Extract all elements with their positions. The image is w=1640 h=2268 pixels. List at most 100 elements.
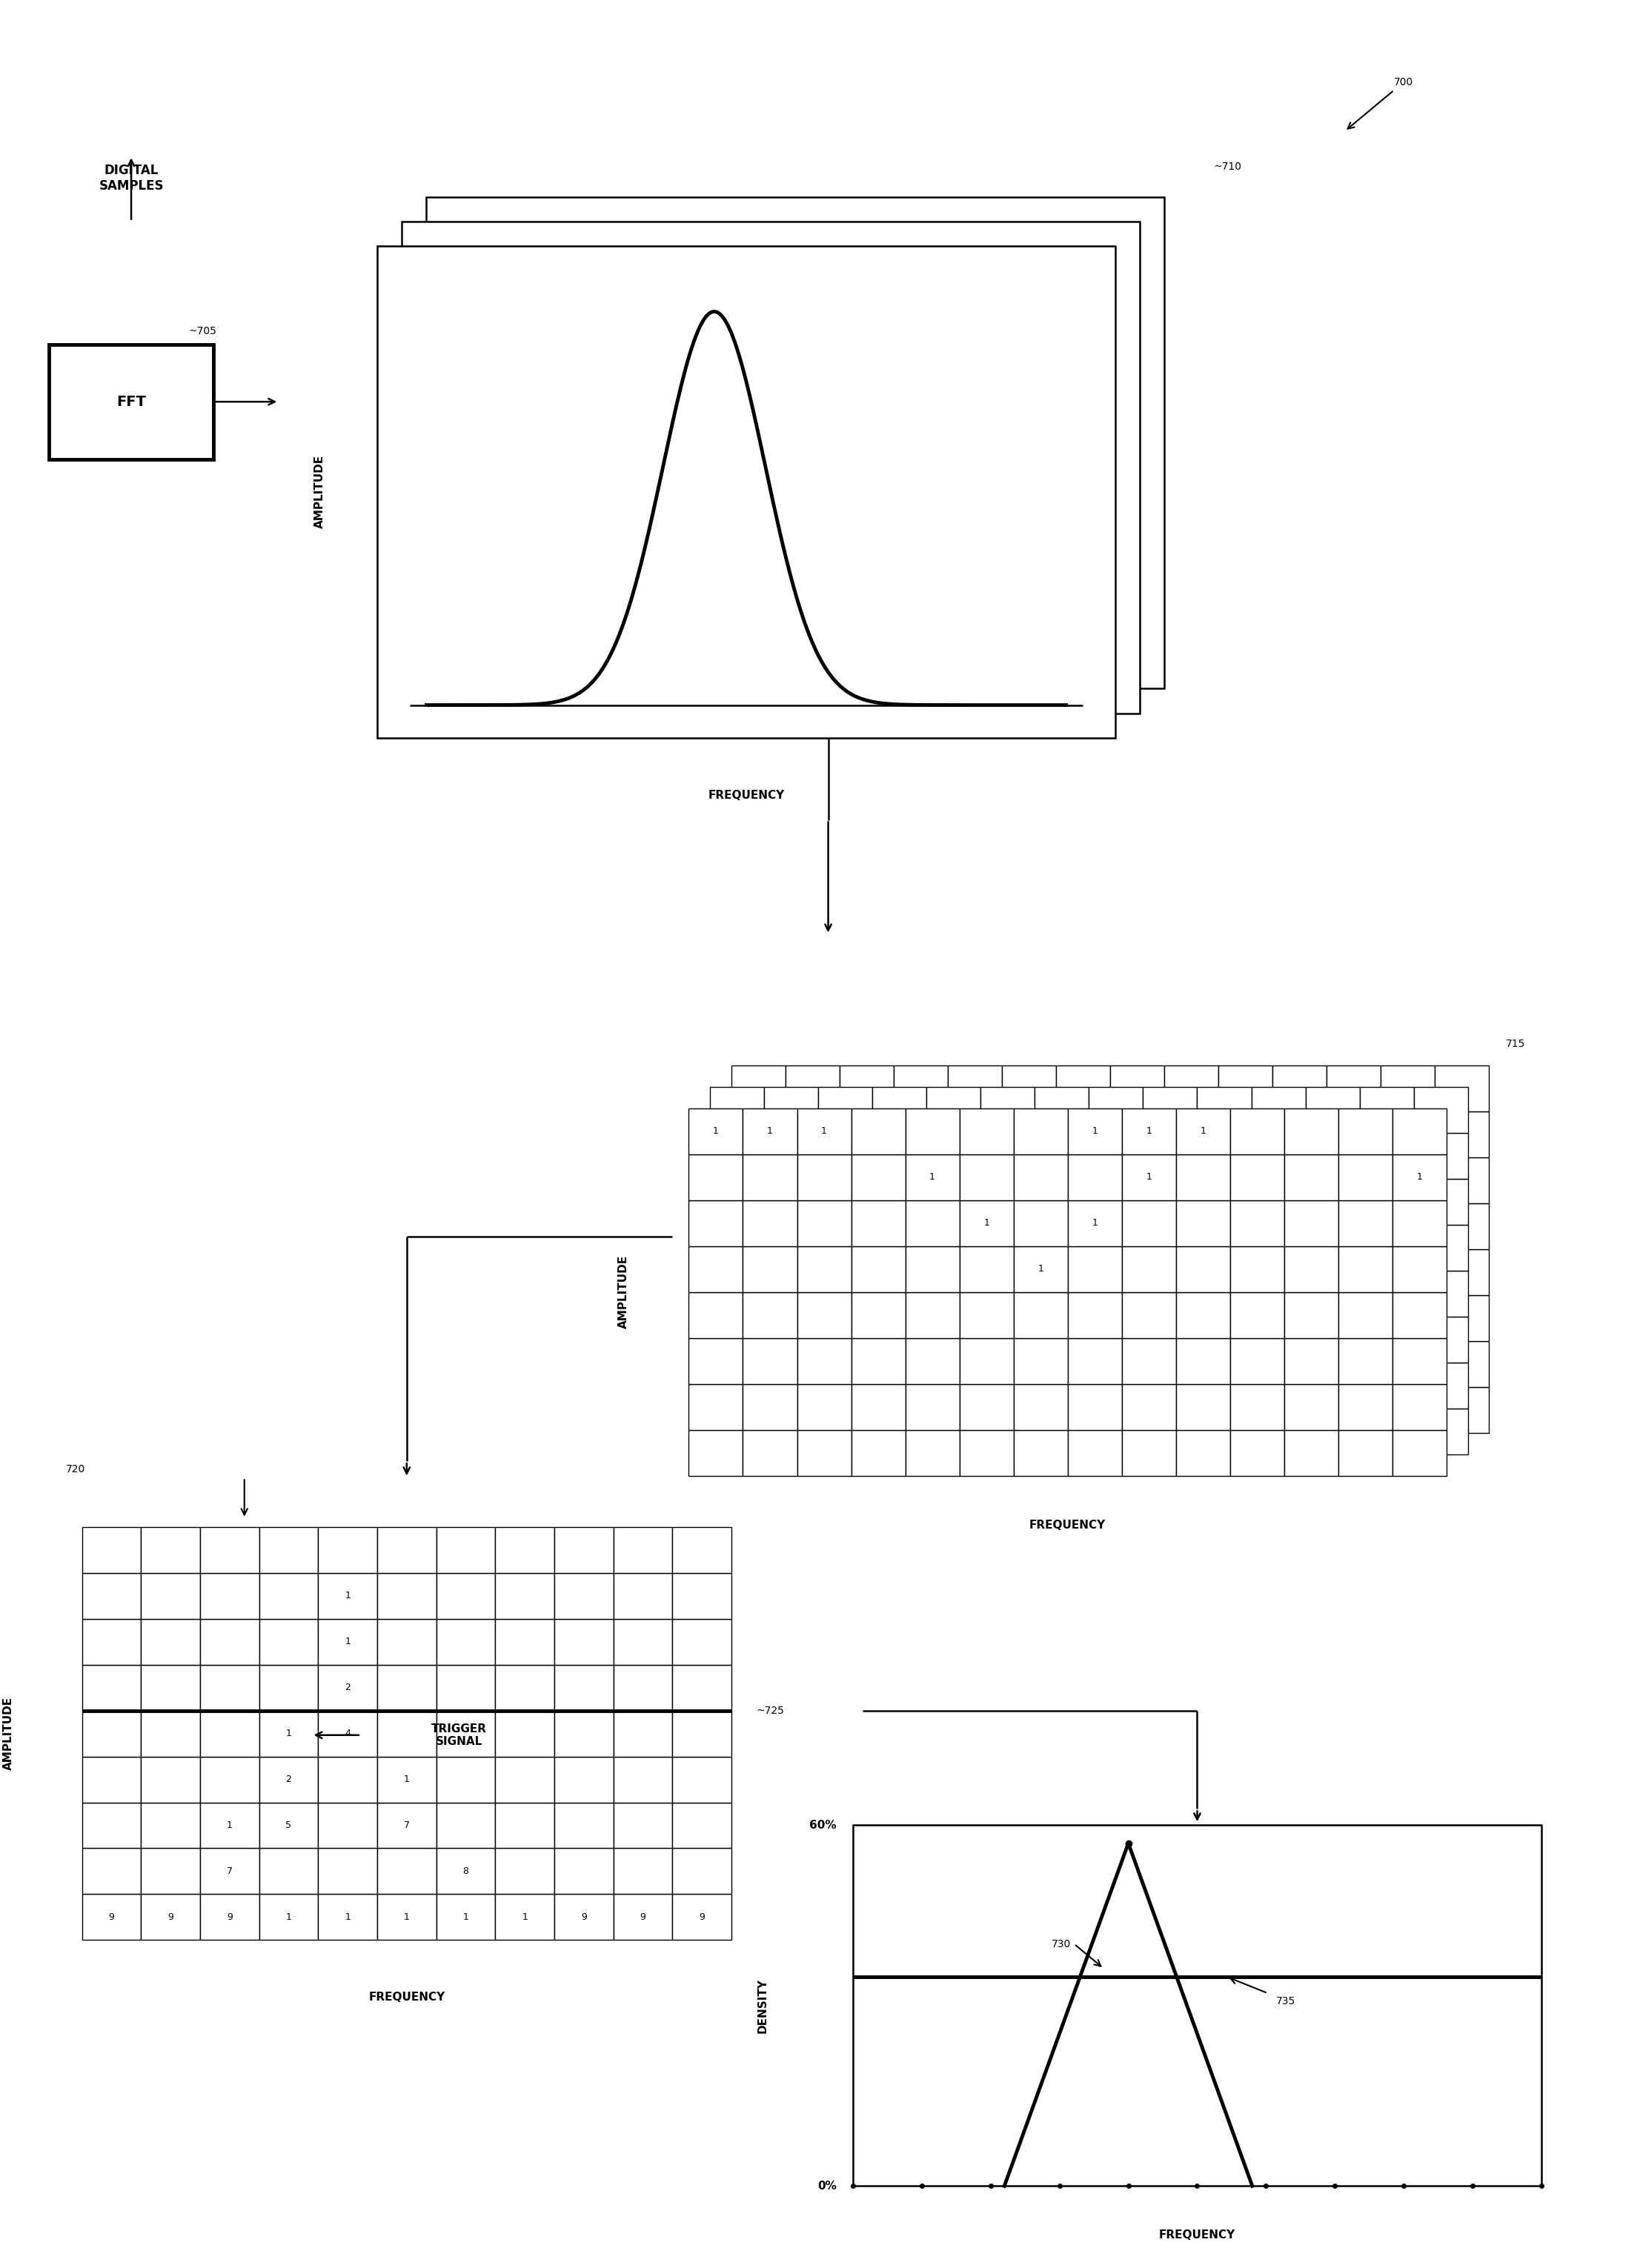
Bar bbox=[1197, 1270, 1251, 1318]
Bar bbox=[894, 1157, 948, 1204]
Bar bbox=[1219, 1157, 1273, 1204]
Bar bbox=[1414, 1179, 1468, 1225]
Bar bbox=[840, 1388, 894, 1433]
Bar bbox=[1435, 1340, 1489, 1388]
Bar bbox=[402, 222, 1140, 712]
Bar bbox=[710, 1270, 764, 1318]
Bar bbox=[1110, 1066, 1164, 1111]
Bar bbox=[1219, 1111, 1273, 1157]
Bar bbox=[1176, 1154, 1230, 1200]
Bar bbox=[1122, 1338, 1176, 1383]
Bar bbox=[1219, 1250, 1273, 1295]
Bar bbox=[1068, 1245, 1122, 1293]
Text: 8: 8 bbox=[462, 1867, 469, 1876]
Bar bbox=[1338, 1338, 1392, 1383]
Bar bbox=[1164, 1066, 1219, 1111]
Bar bbox=[318, 1665, 377, 1710]
Bar bbox=[554, 1848, 613, 1894]
Bar bbox=[1068, 1429, 1122, 1476]
Bar bbox=[1360, 1225, 1414, 1270]
Bar bbox=[1002, 1204, 1056, 1250]
Bar bbox=[1284, 1109, 1338, 1154]
Text: AMPLITUDE: AMPLITUDE bbox=[315, 456, 325, 528]
Bar bbox=[1197, 1408, 1251, 1454]
Bar bbox=[927, 1179, 981, 1225]
Bar bbox=[1327, 1066, 1381, 1111]
Text: 1: 1 bbox=[344, 1590, 351, 1601]
Bar bbox=[1122, 1429, 1176, 1476]
Bar bbox=[1251, 1363, 1305, 1408]
Bar bbox=[710, 1318, 764, 1363]
Bar bbox=[1056, 1340, 1110, 1388]
Bar bbox=[1230, 1293, 1284, 1338]
Bar bbox=[1002, 1111, 1056, 1157]
Bar bbox=[905, 1383, 959, 1429]
Text: 715: 715 bbox=[1506, 1039, 1525, 1050]
Bar bbox=[200, 1755, 259, 1803]
Bar bbox=[200, 1848, 259, 1894]
Bar bbox=[1273, 1204, 1327, 1250]
Bar bbox=[141, 1526, 200, 1572]
Bar bbox=[948, 1295, 1002, 1340]
Bar bbox=[554, 1619, 613, 1665]
Bar bbox=[672, 1572, 731, 1619]
Bar bbox=[377, 1572, 436, 1619]
Bar bbox=[1435, 1204, 1489, 1250]
Bar bbox=[764, 1270, 818, 1318]
Bar bbox=[1068, 1293, 1122, 1338]
Bar bbox=[797, 1383, 851, 1429]
Text: ~710: ~710 bbox=[1214, 161, 1241, 172]
Bar bbox=[1381, 1388, 1435, 1433]
Bar bbox=[554, 1665, 613, 1710]
Bar bbox=[905, 1338, 959, 1383]
Bar bbox=[1035, 1318, 1089, 1363]
Bar bbox=[981, 1318, 1035, 1363]
Bar bbox=[436, 1665, 495, 1710]
Bar bbox=[948, 1388, 1002, 1433]
Bar bbox=[1089, 1363, 1143, 1408]
Bar bbox=[613, 1848, 672, 1894]
Bar bbox=[1089, 1086, 1143, 1134]
Bar bbox=[1284, 1338, 1338, 1383]
Text: 1: 1 bbox=[344, 1637, 351, 1647]
Text: FREQUENCY: FREQUENCY bbox=[369, 1991, 444, 2003]
Bar bbox=[141, 1803, 200, 1848]
Text: 1: 1 bbox=[522, 1912, 528, 1921]
Bar bbox=[200, 1803, 259, 1848]
Text: 2: 2 bbox=[344, 1683, 351, 1692]
Bar bbox=[1056, 1388, 1110, 1433]
Bar bbox=[1273, 1340, 1327, 1388]
Bar bbox=[1392, 1200, 1446, 1245]
Text: 5: 5 bbox=[285, 1821, 292, 1830]
Text: 1: 1 bbox=[1092, 1127, 1097, 1136]
Bar bbox=[82, 1848, 141, 1894]
Bar bbox=[436, 1848, 495, 1894]
Bar bbox=[894, 1066, 948, 1111]
Bar bbox=[797, 1109, 851, 1154]
Bar bbox=[1230, 1383, 1284, 1429]
Bar bbox=[1122, 1293, 1176, 1338]
Bar bbox=[1110, 1250, 1164, 1295]
Bar bbox=[818, 1318, 872, 1363]
Bar bbox=[200, 1710, 259, 1755]
Bar bbox=[764, 1225, 818, 1270]
Bar bbox=[1251, 1270, 1305, 1318]
Bar bbox=[1089, 1270, 1143, 1318]
Bar bbox=[436, 1526, 495, 1572]
Text: AMPLITUDE: AMPLITUDE bbox=[618, 1256, 628, 1329]
Bar bbox=[1305, 1225, 1360, 1270]
Bar bbox=[1327, 1295, 1381, 1340]
Bar bbox=[1197, 1179, 1251, 1225]
Bar bbox=[1056, 1111, 1110, 1157]
Bar bbox=[786, 1066, 840, 1111]
Text: 9: 9 bbox=[226, 1912, 233, 1921]
Bar bbox=[377, 1619, 436, 1665]
Bar bbox=[1327, 1340, 1381, 1388]
Text: 735: 735 bbox=[1276, 1996, 1296, 2007]
Bar bbox=[710, 1179, 764, 1225]
Text: 720: 720 bbox=[66, 1465, 85, 1474]
Bar bbox=[959, 1338, 1014, 1383]
Bar bbox=[49, 345, 213, 458]
Bar bbox=[1392, 1429, 1446, 1476]
Bar bbox=[981, 1086, 1035, 1134]
